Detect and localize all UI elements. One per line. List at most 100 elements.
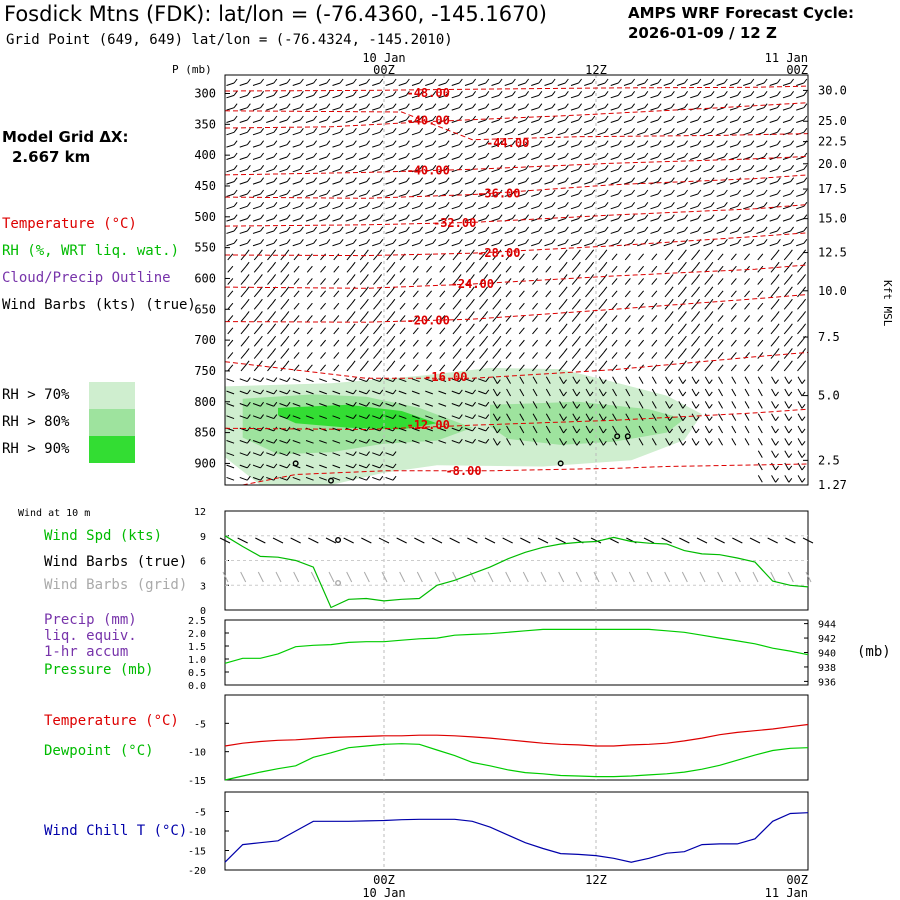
wind-barb-flag: [578, 165, 583, 170]
wind-barb-flag: [379, 414, 384, 419]
pressure-ytick: 942: [818, 634, 836, 645]
wind-barb: [743, 205, 752, 210]
wind-barb-flag: [511, 177, 516, 182]
wind-barb-flag: [457, 348, 462, 353]
wind-barb: [239, 452, 248, 457]
wind-barb: [598, 388, 604, 397]
wind-barb-flag: [603, 323, 608, 329]
wind-barb: [359, 265, 366, 273]
wind-barb-flag: [485, 177, 490, 182]
legend-temperature: Temperature (°C): [2, 216, 137, 232]
wind-barb: [333, 339, 340, 347]
wind-barb: [677, 265, 684, 273]
wind-barb: [677, 315, 684, 322]
wind-barb: [756, 218, 765, 222]
wind-barb: [279, 205, 288, 210]
wind-barb-flag: [286, 177, 291, 182]
wind-barb-flag: [578, 78, 583, 84]
wind-barb: [398, 242, 407, 247]
cloud-marker: [624, 433, 631, 440]
wind-barb-flag: [286, 475, 291, 481]
wind-barb-flag: [669, 416, 673, 421]
wind-barb: [557, 168, 566, 173]
wind-barb: [637, 205, 646, 210]
wind-barb: [320, 315, 327, 322]
wind-barb: [226, 168, 235, 173]
wind-barb: [305, 476, 314, 481]
wind-barb-flag: [775, 335, 780, 341]
wind-barb-flag: [245, 249, 250, 255]
wind-barb-flag: [286, 128, 291, 133]
wind-barb-flag: [576, 428, 581, 434]
wind-barb-flag: [563, 404, 567, 409]
wind-barb-flag: [285, 274, 290, 279]
wind-barb: [479, 290, 486, 298]
wind-barb: [506, 438, 511, 446]
wind-barb-flag: [617, 115, 622, 121]
wind-barb-flag: [299, 115, 304, 121]
wind-barb-flag: [260, 426, 264, 432]
wind-barb-flag: [458, 78, 463, 84]
wind-barb: [346, 352, 353, 359]
wind-barb-flag: [591, 91, 596, 96]
wind-barb-flag: [498, 140, 503, 145]
wind-barb-flag: [750, 214, 755, 219]
wind-barb-flag: [313, 165, 318, 170]
wind-barb-flag: [590, 323, 595, 329]
wind-barb-flag: [352, 103, 357, 108]
wind-barb: [651, 302, 658, 310]
wind-barb: [769, 131, 778, 136]
wind-barb: [597, 242, 606, 247]
wind-barb: [558, 352, 565, 359]
wind-barb: [770, 265, 777, 273]
wind-barb: [558, 290, 565, 298]
wind-barb-flag: [458, 165, 463, 170]
wind-barb: [676, 193, 685, 197]
wind-barb: [718, 388, 723, 397]
wind-barb: [279, 94, 288, 99]
wind-barb-flag: [775, 323, 780, 329]
wind-barb: [491, 119, 500, 123]
wind-barb-flag: [405, 115, 410, 121]
wind-barb-flag: [272, 261, 277, 267]
wind-barb-flag: [392, 78, 397, 84]
wind-barb: [464, 181, 473, 185]
wind-barb: [411, 230, 420, 234]
wind-barb-flag: [657, 91, 662, 96]
wind-barb: [345, 378, 354, 383]
wind-barb: [452, 315, 459, 322]
height-tick: 2.5: [818, 453, 840, 467]
wind-barb-flag: [285, 261, 290, 267]
wind-barb: [426, 352, 433, 359]
wind-barb: [559, 388, 564, 397]
wind-barb: [385, 218, 394, 222]
wind-barb-flag: [405, 78, 410, 84]
wind-barb: [358, 464, 367, 469]
wind-barb: [676, 144, 685, 148]
wind-barb: [716, 144, 725, 148]
wind-barb: [306, 364, 313, 372]
wind-barb-grid: [522, 571, 529, 583]
wind-barb: [677, 352, 684, 359]
wind-barb: [716, 131, 725, 136]
wind-barb: [690, 107, 699, 111]
wind-barb: [332, 427, 341, 432]
wind-barb-true: [237, 537, 248, 544]
legend-rh: RH (%, WRT liq. wat.): [2, 243, 180, 259]
wind-barb: [252, 107, 261, 111]
wind-barb: [637, 119, 646, 123]
wind-barb-flag: [379, 91, 384, 96]
wind-barb: [492, 278, 499, 285]
wind-barb: [756, 242, 765, 247]
wind-barb: [611, 364, 618, 372]
wind-barb: [650, 94, 659, 99]
wind-barb-flag: [670, 91, 675, 96]
wind-barb-flag: [617, 165, 622, 170]
wind-barb: [279, 230, 288, 234]
wind-barb: [570, 205, 579, 210]
wind-barb-flag: [496, 391, 501, 397]
wind-barb-flag: [366, 463, 370, 469]
wind-barb-flag: [366, 438, 370, 444]
wind-barb: [491, 156, 500, 160]
wind-barb-flag: [669, 311, 674, 316]
